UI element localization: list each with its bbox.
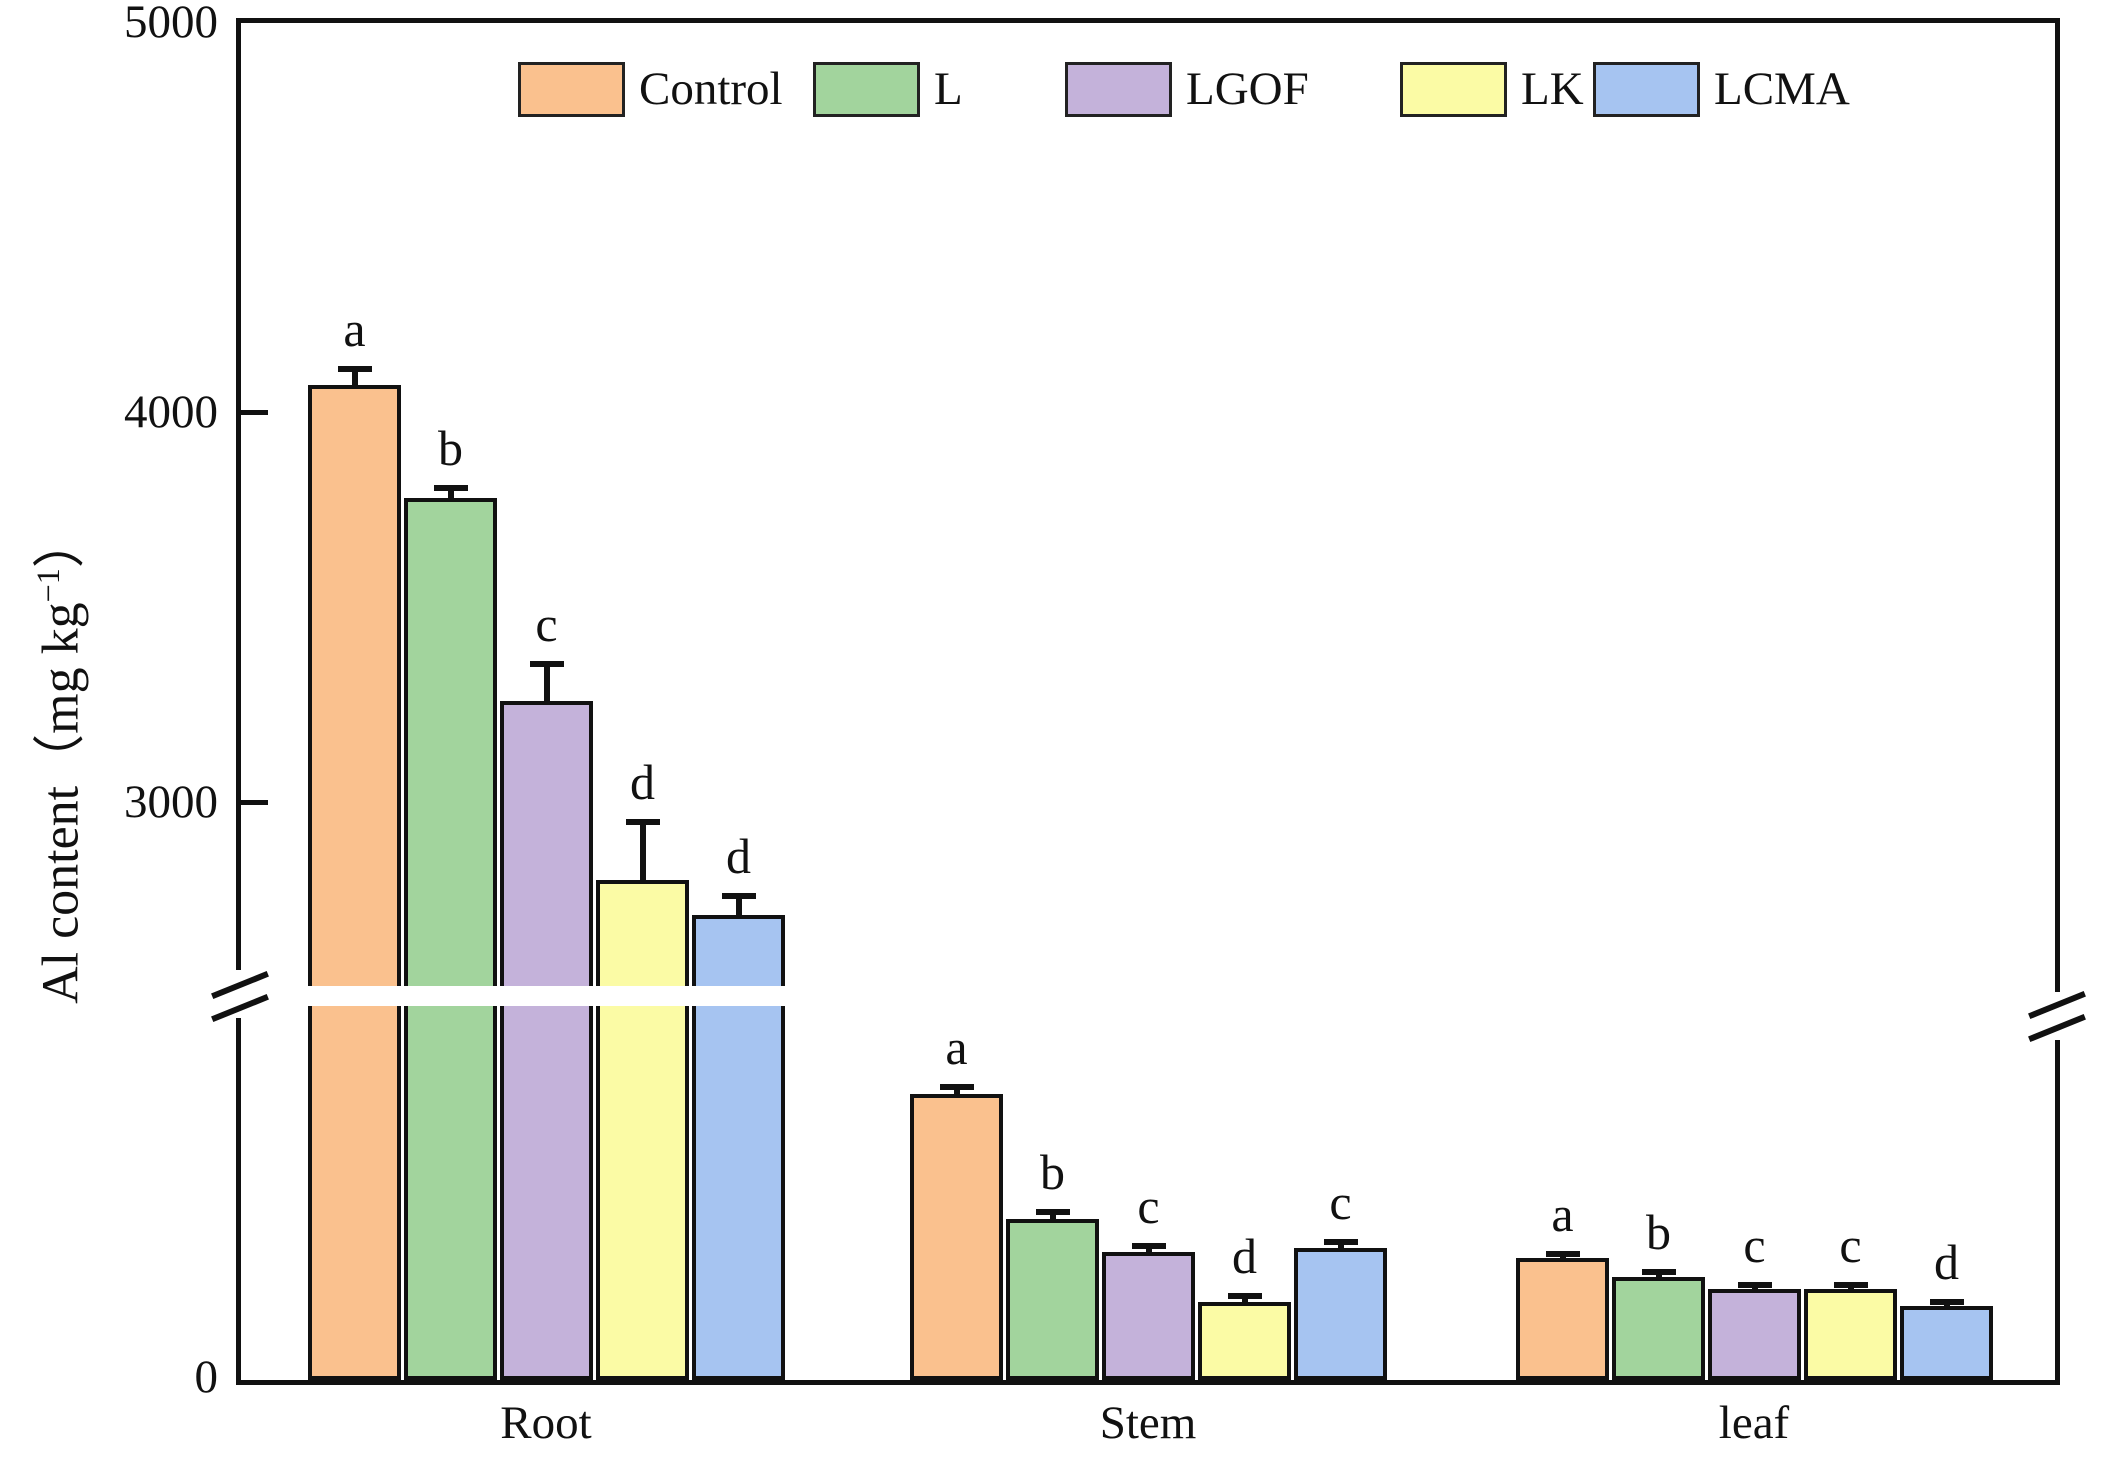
y-axis-major-tick-3000 (241, 799, 268, 805)
legend-swatch-lcma (1593, 62, 1700, 117)
legend-label-control: Control (639, 63, 783, 115)
significance-letter-root-control: a (343, 301, 366, 358)
error-bar-cap-root-l (433, 485, 468, 492)
error-bar-root-control (351, 369, 358, 385)
error-bar-cap-root-lcma (721, 892, 756, 899)
y-axis-tick-label-3000: 3000 (124, 776, 218, 828)
bar-stem-control (910, 1094, 1003, 1380)
error-bar-cap-leaf-l (1641, 1269, 1676, 1276)
bar-stem-lcma (1294, 1247, 1387, 1380)
error-bar-cap-leaf-lcma (1929, 1298, 1964, 1305)
y-axis-major-tick-4000 (241, 409, 268, 415)
error-bar-cap-root-control (337, 366, 372, 373)
plot-frame (236, 18, 2060, 1385)
error-bar-stem-control (953, 1087, 960, 1095)
bar-stem-lgof (1102, 1252, 1195, 1380)
significance-letter-stem-lk: d (1232, 1228, 1257, 1285)
bar-stem-l (1006, 1218, 1099, 1380)
error-bar-root-lgof (543, 663, 550, 701)
error-bar-root-l (447, 488, 454, 498)
bar-leaf-lgof (1708, 1288, 1801, 1380)
bar-root-lk (596, 880, 689, 1380)
error-bar-cap-stem-lcma (1323, 1238, 1358, 1245)
error-bar-stem-l (1049, 1212, 1056, 1219)
x-axis-label-root: Root (500, 1397, 592, 1449)
legend-swatch-control (518, 62, 625, 117)
significance-letter-root-lcma: d (726, 827, 751, 884)
bar-leaf-l (1612, 1276, 1705, 1380)
error-bar-cap-leaf-lgof (1737, 1282, 1772, 1288)
legend-label-lk: LK (1521, 63, 1584, 115)
legend-swatch-lgof (1065, 62, 1172, 117)
x-axis-label-leaf: leaf (1718, 1397, 1790, 1449)
legend-label-lcma: LCMA (1714, 63, 1850, 115)
y-axis-title-suffix: ） (32, 516, 90, 569)
legend-label-l: L (934, 63, 963, 115)
y-axis-tick-label-4000: 4000 (124, 386, 218, 438)
bar-root-lgof (500, 700, 593, 1380)
error-bar-cap-root-lk (625, 818, 660, 825)
x-axis-label-stem: Stem (1099, 1397, 1197, 1449)
error-bar-root-lcma (735, 895, 742, 916)
significance-letter-stem-l: b (1040, 1144, 1065, 1201)
significance-letter-leaf-lk: c (1839, 1217, 1862, 1273)
y-axis-title: Al content（mg kg−1） (19, 350, 89, 1170)
error-bar-root-lk (639, 821, 646, 880)
bar-stem-lk (1198, 1302, 1291, 1380)
bar-root-lcma (692, 915, 785, 1380)
y-axis-tick-label-0: 0 (194, 1351, 219, 1403)
error-bar-cap-root-lgof (529, 660, 564, 667)
legend-swatch-lk (1400, 62, 1507, 117)
error-bar-cap-stem-lgof (1131, 1243, 1166, 1250)
significance-letter-leaf-control: a (1551, 1185, 1574, 1242)
significance-letter-root-lk: d (630, 753, 655, 810)
significance-letter-root-l: b (438, 420, 463, 477)
y-axis-title-superscript: −1 (30, 568, 66, 603)
error-bar-cap-stem-control (939, 1084, 974, 1091)
bar-leaf-control (1516, 1258, 1609, 1380)
axis-break-band (246, 986, 2052, 1006)
significance-letter-root-lgof: c (535, 595, 558, 652)
significance-letter-stem-control: a (945, 1019, 968, 1076)
error-bar-cap-leaf-control (1545, 1250, 1580, 1257)
significance-letter-leaf-l: b (1646, 1204, 1671, 1261)
bar-leaf-lk (1804, 1288, 1897, 1380)
significance-letter-leaf-lcma: d (1934, 1233, 1959, 1290)
bar-root-control (308, 384, 401, 1380)
bar-root-l (404, 497, 497, 1380)
error-bar-cap-leaf-lk (1833, 1282, 1868, 1288)
error-bar-stem-lgof (1145, 1246, 1152, 1253)
legend-swatch-l (813, 62, 920, 117)
error-bar-cap-stem-lk (1227, 1293, 1262, 1300)
significance-letter-stem-lgof: c (1137, 1178, 1160, 1235)
significance-letter-stem-lcma: c (1329, 1173, 1352, 1230)
significance-letter-leaf-lgof: c (1743, 1217, 1766, 1273)
legend-label-lgof: LGOF (1186, 63, 1309, 115)
error-bar-stem-lk (1241, 1296, 1248, 1303)
error-bar-stem-lcma (1337, 1241, 1344, 1248)
y-axis-tick-label-5000: 5000 (124, 0, 218, 48)
bar-leaf-lcma (1900, 1305, 1993, 1380)
error-bar-cap-stem-l (1035, 1209, 1070, 1216)
